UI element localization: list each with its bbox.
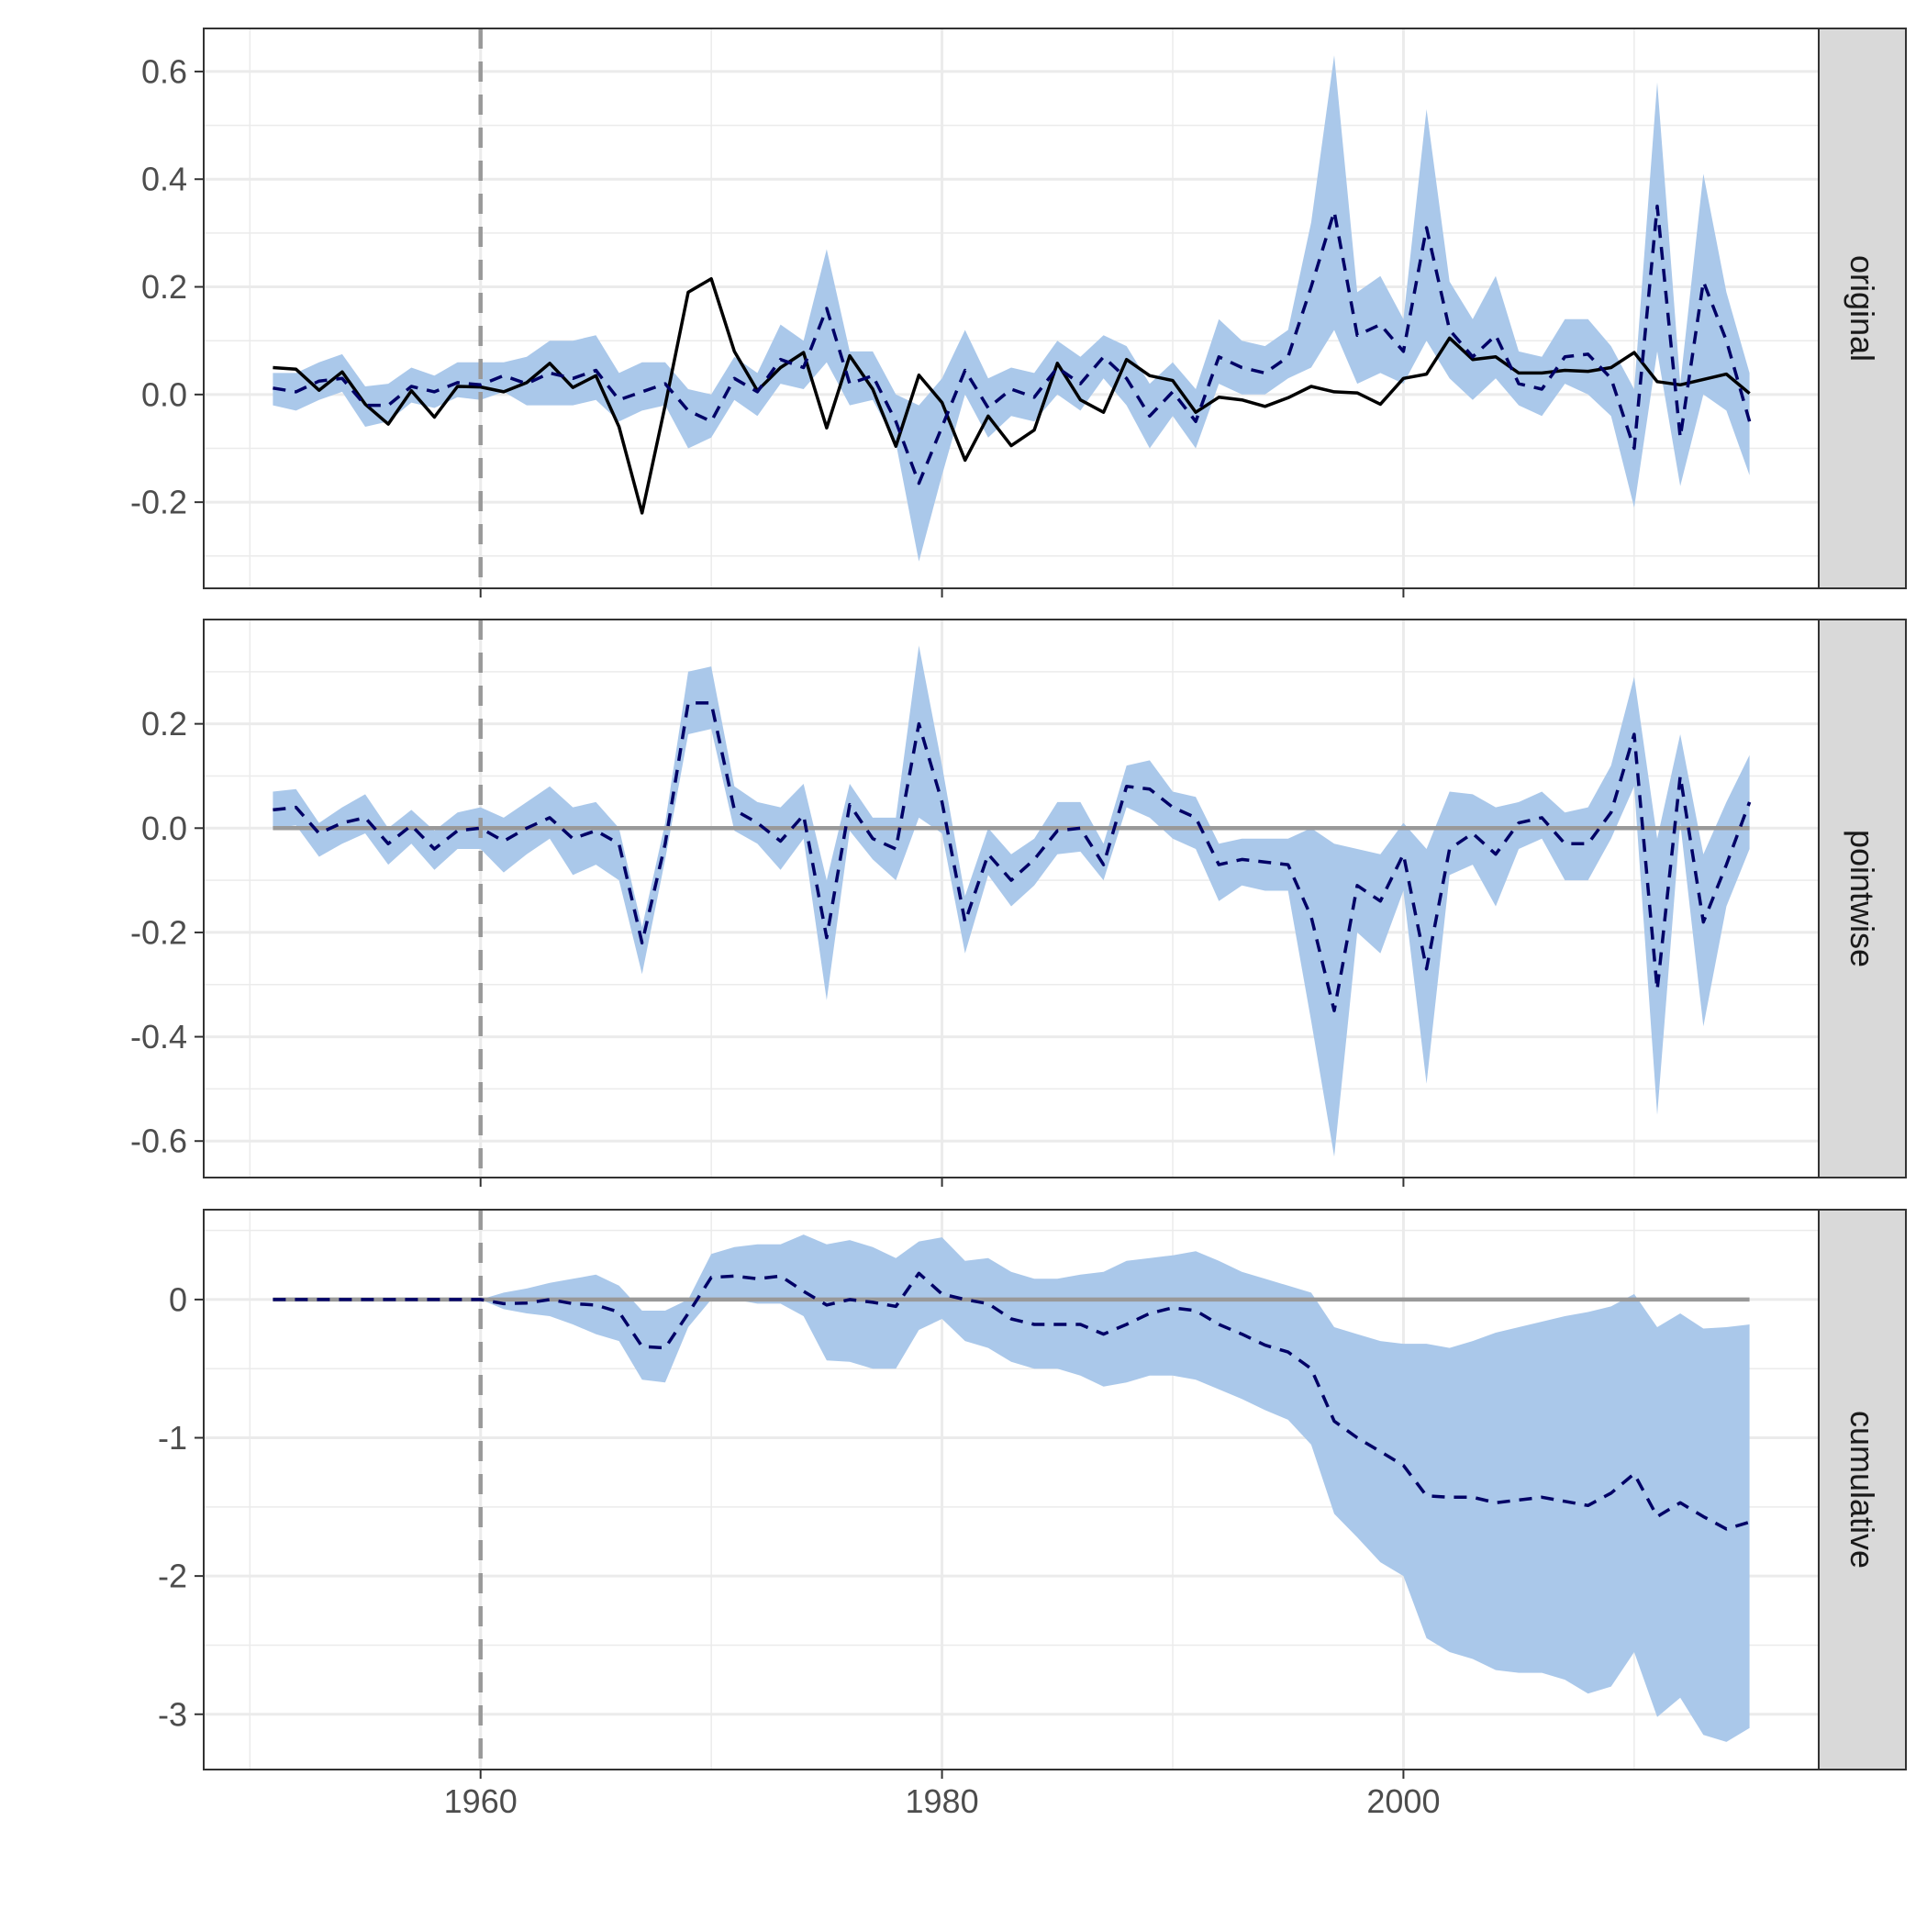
x-tick-label: 1960 (444, 1782, 518, 1820)
y-tick-label: -0.6 (130, 1122, 187, 1160)
prediction-series (273, 204, 1752, 486)
strip-background (1818, 28, 1907, 589)
y-tick-label: 0.2 (141, 705, 187, 743)
plot-area (273, 28, 1752, 588)
confidence-band (273, 1234, 1750, 1742)
prediction-series (273, 701, 1752, 1012)
plot-area (273, 1210, 1751, 1770)
panel-original: original 0.6 0.4 0.2 0.0 -0.2 (130, 28, 1907, 597)
y-tick-label: -0.2 (130, 913, 187, 951)
y-tick-label: 0.4 (141, 161, 187, 198)
y-tick-label: -0.2 (130, 484, 187, 521)
y-tick-label: -1 (158, 1419, 187, 1457)
strip-background (1818, 619, 1907, 1178)
x-tick-label: 2000 (1366, 1782, 1440, 1820)
y-tick-label: -2 (158, 1558, 187, 1595)
observed-series (273, 276, 1751, 515)
y-tick-label: 0.2 (141, 268, 187, 306)
y-tick-label: -3 (158, 1695, 187, 1733)
y-tick-label: 0 (169, 1280, 187, 1318)
y-tick-label: 0.6 (141, 52, 187, 90)
confidence-band (273, 645, 1750, 1157)
strip-label-pointwise: pointwise (1843, 830, 1881, 967)
panel-pointwise: pointwise 0.2 0.0 -0.2 -0.4 -0.6 (130, 619, 1907, 1187)
y-tick-label: 0.0 (141, 810, 187, 847)
strip-background (1818, 1209, 1907, 1770)
y-tick-label: 0.0 (141, 375, 187, 413)
y-tick-label: -0.4 (130, 1018, 187, 1055)
strip-label-original: original (1843, 255, 1881, 362)
panel-background (204, 28, 1819, 588)
confidence-band (273, 55, 1750, 562)
x-tick-label: 1980 (906, 1782, 979, 1820)
strip-label-cumulative: cumulative (1843, 1411, 1881, 1569)
plot-area (273, 620, 1752, 1178)
prediction-series (273, 1271, 1751, 1531)
panel-cumulative: cumulative 0 -1 -2 -3 1960 1980 2000 (158, 1209, 1907, 1820)
